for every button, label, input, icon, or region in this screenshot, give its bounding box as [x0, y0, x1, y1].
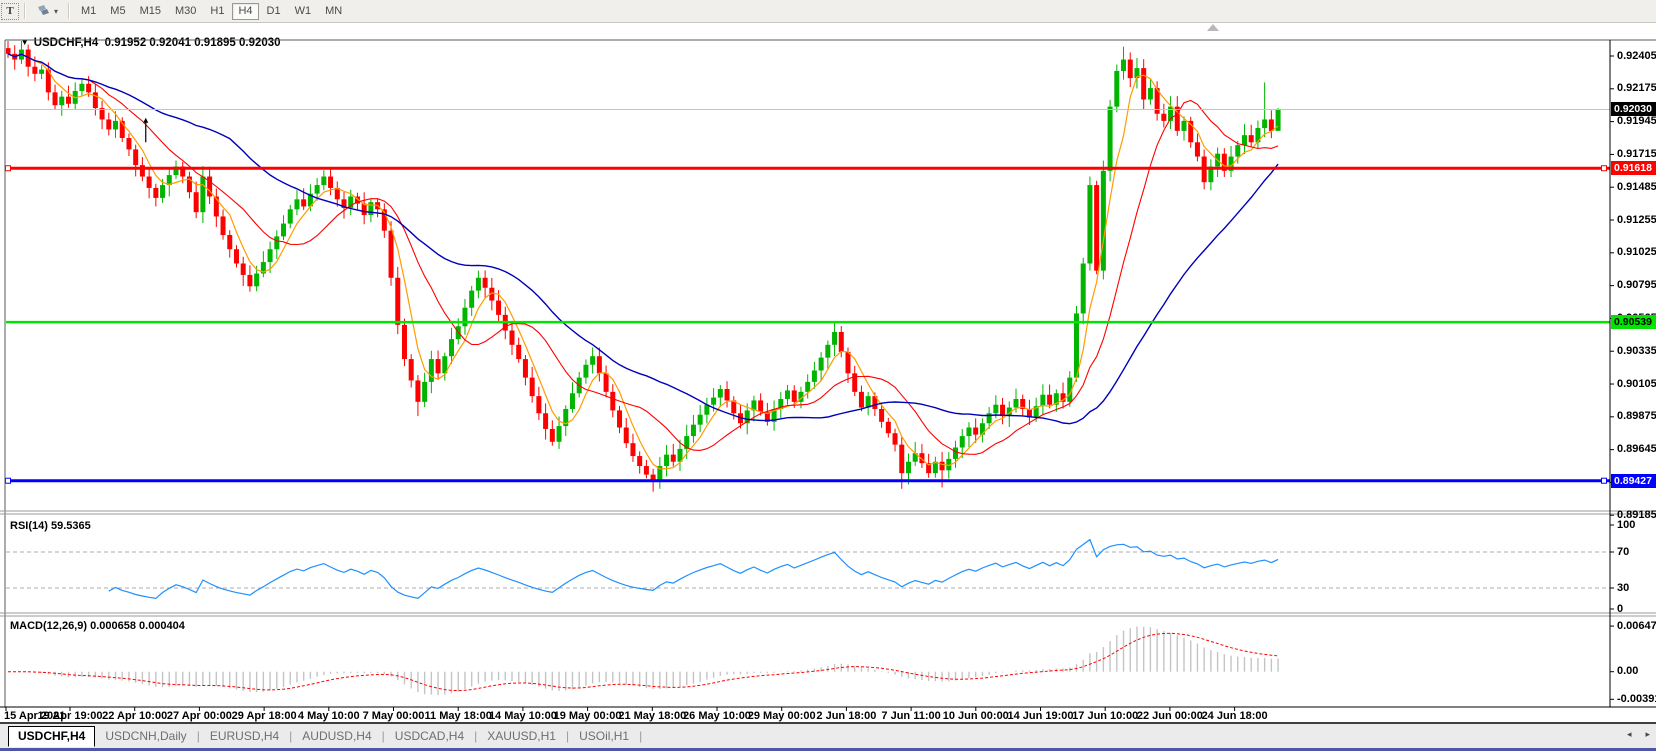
- time-axis-label: 14 May 10:00: [488, 710, 557, 722]
- time-axis-label: 17 Jun 10:00: [1072, 710, 1139, 722]
- price-tick-label: 0.90105: [1617, 378, 1656, 390]
- price-tick-label: 0.91945: [1617, 115, 1656, 127]
- timeframe-button-w1[interactable]: W1: [294, 5, 312, 17]
- support-line-handle[interactable]: [1601, 477, 1607, 484]
- drawing-tools-button[interactable]: ▾: [31, 3, 63, 20]
- rsi-tick-label: 30: [1617, 582, 1630, 594]
- drawing-tools-icon: [36, 4, 52, 19]
- timeframe-button-mn[interactable]: MN: [325, 5, 343, 17]
- price-tick-label: 0.89185: [1617, 509, 1656, 521]
- time-axis-label: 27 Apr 00:00: [166, 710, 232, 722]
- rsi-label: RSI(14) 59.5365: [10, 520, 91, 532]
- symbol-tab-usdcnh[interactable]: USDCNH,Daily: [105, 729, 187, 743]
- time-axis-label: 19 Apr 19:00: [37, 710, 103, 722]
- tab-divider: |: [474, 729, 478, 743]
- time-axis-label: 29 Apr 18:00: [231, 710, 297, 722]
- symbol-tab-audusd[interactable]: AUDUSD,H4: [302, 729, 372, 743]
- time-axis-label: 29 May 00:00: [747, 710, 816, 722]
- price-tick-label: 0.91255: [1617, 214, 1656, 226]
- current-price-badge: 0.92030: [1611, 102, 1656, 116]
- main-price-panel: [6, 41, 1281, 492]
- tab-divider: |: [565, 729, 570, 743]
- time-axis-label: 22 Jun 00:00: [1136, 710, 1203, 722]
- medium-ma: [7, 53, 1279, 455]
- time-axis-label: 19 May 00:00: [553, 710, 622, 722]
- tab-divider: |: [381, 729, 385, 743]
- resistance-line-handle[interactable]: [1601, 165, 1607, 172]
- time-axis-label: 24 Jun 18:00: [1201, 710, 1268, 722]
- price-tick-label: 0.92405: [1617, 50, 1656, 62]
- tab-scroll-arrows: ◂ ▸: [1627, 729, 1650, 740]
- rsi-tick-label: 70: [1617, 546, 1630, 558]
- time-axis-label: 11 May 18:00: [424, 710, 492, 722]
- timeframe-button-d1[interactable]: D1: [266, 5, 281, 17]
- rsi-line: [108, 538, 1279, 600]
- macd-tick-label: -0.003916: [1617, 693, 1656, 705]
- price-tick-label: 0.89875: [1617, 410, 1656, 422]
- symbol-tabbar: USDCHF,H4 USDCNH,Daily | EURUSD,H4 | AUDUSD,H…: [0, 724, 1656, 748]
- symbol-tab-usoil[interactable]: USOil,H1: [579, 729, 630, 743]
- price-tick-label: 0.90795: [1617, 279, 1656, 291]
- toolbar: T ▾ M1 M5 M15 M30 H1 H4 D1 W1 MN: [0, 0, 1656, 23]
- toolbar-divider: [68, 3, 71, 19]
- macd-label: MACD(12,26,9) 0.000658 0.000404: [10, 620, 185, 632]
- time-axis-label: 2 Jun 18:00: [816, 710, 877, 722]
- timeframe-button-m1[interactable]: M1: [81, 5, 97, 17]
- timeframe-button-h1[interactable]: H1: [210, 5, 225, 17]
- time-axis-label: 10 Jun 00:00: [942, 710, 1009, 722]
- tab-scroll-right-icon[interactable]: ▸: [1645, 729, 1650, 739]
- timeframe-button-m5[interactable]: M5: [110, 5, 126, 17]
- price-tick-label: 0.91025: [1617, 246, 1656, 258]
- chevron-down-icon: ▾: [54, 6, 59, 16]
- price-tick-label: 0.89645: [1617, 443, 1656, 455]
- tab-divider: |: [639, 729, 643, 743]
- time-axis-label: 15 Apr 2021: [4, 710, 66, 722]
- toolbar-divider: [24, 3, 26, 19]
- symbol-tab-eurusd[interactable]: EURUSD,H4: [209, 729, 280, 743]
- text-tool-button[interactable]: T: [1, 2, 19, 20]
- rsi-tick-label: 100: [1617, 519, 1636, 531]
- chart-shift-marker: [1207, 24, 1219, 31]
- time-axis-label: 26 May 10:00: [683, 710, 751, 722]
- macd-tick-label: 0.00: [1617, 665, 1639, 677]
- slow-ma: [7, 53, 1279, 425]
- symbol-tab-usdcad[interactable]: USDCAD,H4: [394, 729, 465, 743]
- price-tick-label: 0.91485: [1617, 181, 1656, 193]
- symbol-tab-xauusd[interactable]: XAUUSD,H1: [487, 729, 556, 743]
- candlestick-series: [6, 41, 1281, 492]
- timeframe-button-m30[interactable]: M30: [174, 5, 197, 17]
- tab-divider: |: [196, 729, 200, 743]
- resistance-line-handle[interactable]: [5, 165, 11, 172]
- mid-support-line-price-badge: 0.90539: [1611, 315, 1656, 329]
- time-axis-label: 4 May 10:00: [297, 710, 360, 722]
- tab-divider: |: [289, 729, 293, 743]
- tab-scroll-left-icon[interactable]: ◂: [1626, 729, 1632, 739]
- macd-signal-line: [8, 632, 1279, 692]
- rsi-tick-label: 0: [1617, 603, 1624, 615]
- timeframe-button-m15[interactable]: M15: [139, 5, 161, 17]
- time-axis-label: 21 May 18:00: [618, 710, 687, 722]
- chart-menu-icon[interactable]: ▼: [20, 38, 29, 47]
- tabbar-top-border: [0, 722, 1656, 724]
- timeframe-button-h4[interactable]: H4: [232, 2, 259, 20]
- time-axis-label: 7 May 00:00: [362, 710, 425, 722]
- up-arrow-annotation[interactable]: [143, 117, 149, 123]
- time-axis-label: 14 Jun 19:00: [1007, 710, 1074, 722]
- price-tick-label: 0.91715: [1617, 148, 1656, 160]
- support-line-price-badge: 0.89427: [1611, 474, 1656, 488]
- macd-tick-label: 0.00647: [1617, 620, 1656, 632]
- price-tick-label: 0.92175: [1617, 82, 1656, 94]
- symbol-tab-usdchf[interactable]: USDCHF,H4: [8, 725, 96, 747]
- support-line-handle[interactable]: [5, 477, 11, 484]
- price-tick-label: 0.90335: [1617, 345, 1656, 357]
- macd-panel-series: [8, 626, 1279, 696]
- time-axis-label: 7 Jun 11:00: [881, 710, 941, 722]
- resistance-line-price-badge: 0.91618: [1611, 161, 1656, 175]
- time-axis-label: 22 Apr 10:00: [102, 710, 168, 722]
- fast-ma: [7, 53, 1279, 470]
- taskbar-edge: [0, 748, 1656, 751]
